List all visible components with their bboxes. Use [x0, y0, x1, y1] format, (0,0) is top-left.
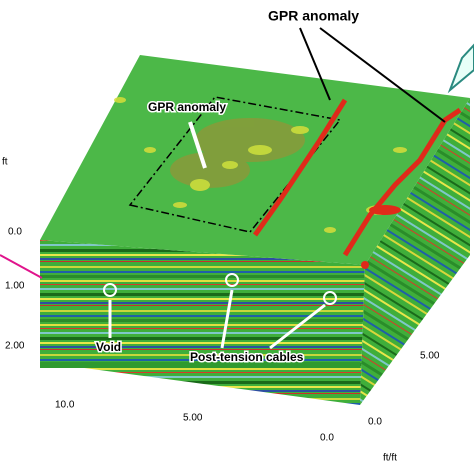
cable-mark	[225, 273, 239, 287]
axis-label: 0.0	[368, 417, 382, 428]
axis-label: 5.00	[183, 413, 203, 424]
axis-unit: ft/ft	[383, 453, 397, 464]
top-texture	[114, 97, 407, 233]
annotation: GPR anomaly	[268, 8, 359, 24]
axis-unit: ft	[2, 157, 8, 168]
annotation: Void	[96, 340, 121, 354]
axis-label: 1.00	[5, 281, 25, 292]
arrow	[299, 27, 331, 101]
arrow	[269, 303, 326, 350]
arrow	[188, 121, 207, 169]
base	[40, 362, 360, 368]
anomaly-zone	[128, 96, 342, 233]
arrows	[0, 27, 474, 350]
arrow	[220, 289, 234, 349]
right-face	[360, 98, 470, 405]
axis-label: 0.0	[320, 433, 334, 444]
annotation: GPR anomaly	[148, 100, 226, 114]
arrow	[319, 27, 446, 123]
arrow-head	[447, 43, 474, 94]
arrow	[0, 254, 43, 279]
annotation: Post-tension cables	[190, 350, 304, 364]
gpr-block	[40, 55, 470, 405]
axis-label: 0.0	[8, 227, 22, 238]
anomaly-line	[342, 107, 462, 257]
axis-label: 2.00	[5, 341, 25, 352]
void-mark	[103, 283, 117, 297]
axis-label: 10.0	[55, 400, 75, 411]
anomaly-blob	[369, 205, 401, 215]
front-face	[40, 240, 365, 405]
corner-dot	[361, 261, 369, 269]
anomaly-line	[252, 98, 348, 237]
cable-mark	[323, 291, 337, 305]
axis-label: 5.00	[420, 351, 440, 362]
